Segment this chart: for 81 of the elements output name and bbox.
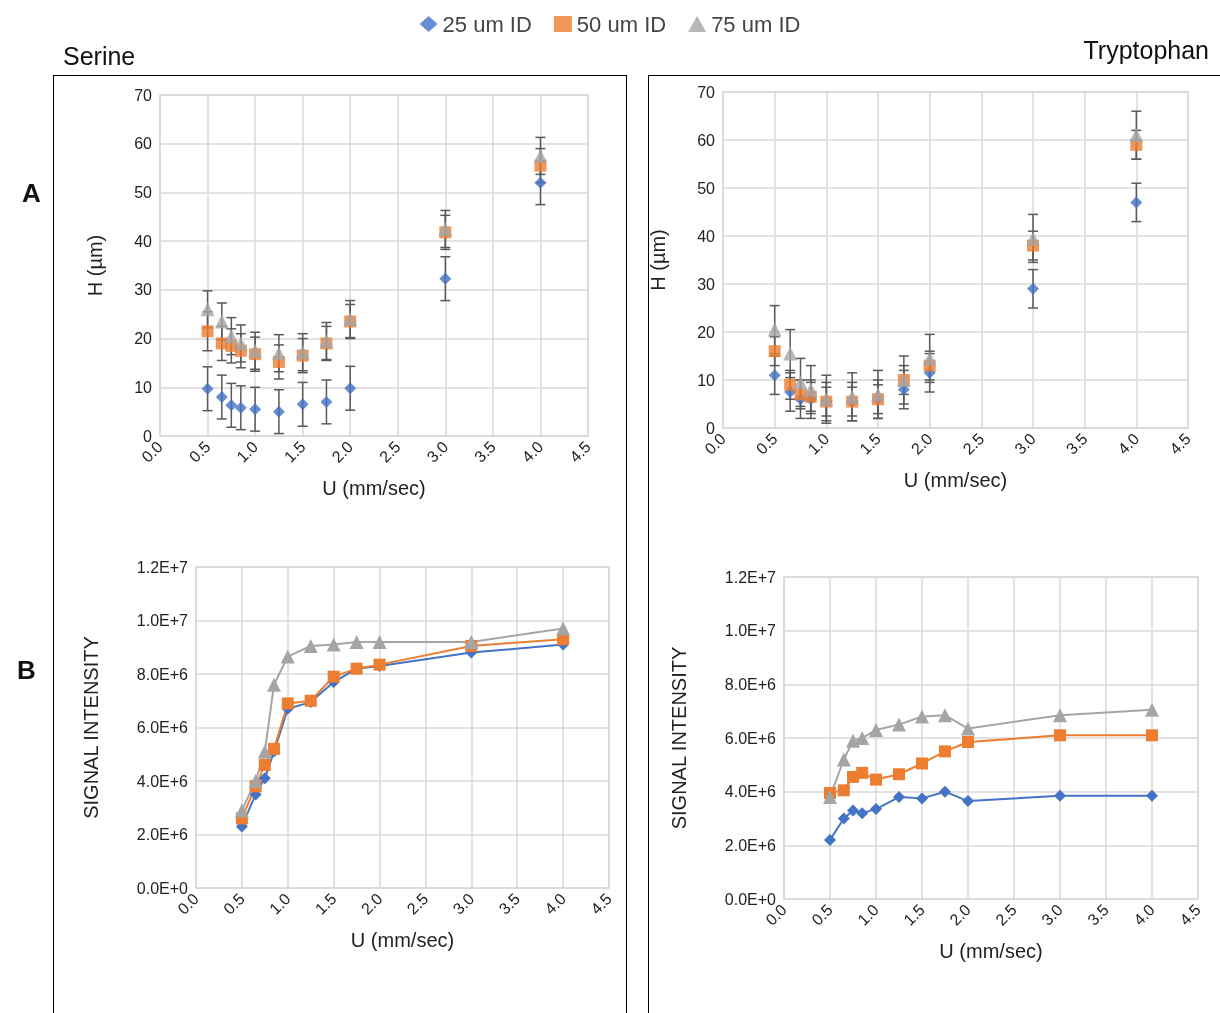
x-tick-label: 3.0 bbox=[1038, 900, 1067, 929]
x-tick-label: 1.5 bbox=[900, 900, 929, 929]
y-tick-label: 6.0E+6 bbox=[724, 729, 777, 747]
x-tick-label: 1.5 bbox=[280, 437, 309, 466]
y-tick-label: 0 bbox=[706, 419, 716, 437]
y-tick-label: 40 bbox=[134, 232, 153, 250]
x-axis-title: U (mm/sec) bbox=[903, 469, 1008, 491]
y-tick-label: 2.0E+6 bbox=[136, 826, 189, 843]
y-axis-title: SIGNAL INTENSITY bbox=[80, 636, 102, 819]
x-tick-label: 1.0 bbox=[266, 889, 294, 918]
x-tick-label: 2.5 bbox=[376, 437, 404, 466]
x-tick-label: 4.0 bbox=[1130, 900, 1159, 929]
x-tick-label: 0.5 bbox=[185, 437, 214, 466]
x-tick-label: 3.5 bbox=[495, 889, 524, 918]
chart-title: Serine bbox=[63, 41, 136, 70]
y-tick-label: 1.0E+7 bbox=[724, 622, 777, 640]
y-tick-label: 4.0E+6 bbox=[724, 783, 777, 801]
y-tick-label: 0.0E+0 bbox=[136, 879, 189, 897]
y-tick-label: 50 bbox=[697, 179, 716, 197]
x-tick-label: 1.0 bbox=[854, 900, 883, 929]
x-axis-title: U (mm/sec) bbox=[939, 940, 1043, 962]
y-tick-label: 0 bbox=[143, 427, 153, 445]
y-tick-label: 40 bbox=[697, 227, 716, 245]
y-tick-label: 1.2E+7 bbox=[136, 558, 189, 576]
x-tick-label: 3.5 bbox=[1084, 900, 1113, 929]
x-tick-label: 2.0 bbox=[357, 889, 386, 918]
x-tick-label: 4.5 bbox=[587, 889, 616, 918]
legend-label: 75 um ID bbox=[711, 11, 801, 37]
x-tick-label: 3.0 bbox=[449, 889, 478, 918]
legend-label: 50 um ID bbox=[576, 11, 667, 37]
x-tick-label: 4.0 bbox=[541, 889, 570, 918]
x-tick-label: 1.0 bbox=[804, 429, 833, 458]
y-axis-title: H (µm) bbox=[647, 229, 669, 291]
y-tick-label: 70 bbox=[134, 86, 153, 104]
x-tick-label: 4.0 bbox=[1114, 429, 1143, 458]
legend-label: 25 um ID bbox=[442, 11, 532, 37]
y-tick-label: 6.0E+6 bbox=[136, 719, 189, 736]
x-tick-label: 1.0 bbox=[233, 437, 262, 466]
text: A bbox=[22, 178, 41, 208]
y-tick-label: 10 bbox=[134, 378, 153, 396]
y-tick-label: 30 bbox=[134, 281, 153, 299]
x-tick-label: 2.5 bbox=[959, 429, 988, 458]
x-tick-label: 2.0 bbox=[907, 429, 936, 458]
x-tick-label: 2.5 bbox=[992, 900, 1021, 929]
x-tick-label: 3.5 bbox=[1062, 429, 1091, 458]
y-tick-label: 50 bbox=[134, 183, 153, 201]
y-tick-label: 10 bbox=[697, 371, 716, 389]
x-tick-label: 0.5 bbox=[808, 900, 837, 929]
x-tick-label: 3.5 bbox=[471, 437, 499, 466]
x-tick-label: 4.0 bbox=[518, 437, 547, 466]
y-tick-label: 1.2E+7 bbox=[724, 568, 777, 586]
x-tick-label: 1.5 bbox=[856, 429, 885, 458]
x-tick-label: 0.5 bbox=[220, 889, 248, 918]
x-axis-title: U (mm/sec) bbox=[322, 477, 426, 499]
y-tick-label: 4.0E+6 bbox=[136, 772, 189, 790]
x-tick-label: 4.5 bbox=[1176, 900, 1205, 929]
y-tick-label: 1.0E+7 bbox=[136, 612, 189, 629]
y-tick-label: 30 bbox=[697, 275, 716, 293]
y-tick-label: 20 bbox=[697, 323, 716, 341]
y-tick-label: 2.0E+6 bbox=[724, 836, 777, 854]
y-axis-title: H (µm) bbox=[84, 234, 106, 297]
x-axis-title: U (mm/sec) bbox=[350, 929, 455, 951]
chart-title: Tryptophan bbox=[1083, 35, 1210, 64]
y-tick-label: 8.0E+6 bbox=[724, 675, 777, 693]
x-tick-label: 4.5 bbox=[566, 437, 595, 466]
x-tick-label: 4.5 bbox=[1166, 429, 1195, 458]
x-tick-label: 1.5 bbox=[311, 889, 340, 918]
y-axis-title: SIGNAL INTENSITY bbox=[668, 646, 690, 830]
x-tick-label: 3.0 bbox=[1011, 429, 1040, 458]
x-tick-label: 0.5 bbox=[752, 429, 781, 458]
x-tick-label: 2.5 bbox=[403, 889, 432, 918]
x-tick-label: 2.0 bbox=[328, 437, 357, 466]
y-tick-label: 8.0E+6 bbox=[136, 665, 189, 683]
y-tick-label: 60 bbox=[134, 135, 153, 153]
y-tick-label: 60 bbox=[697, 131, 716, 149]
y-tick-label: 20 bbox=[134, 330, 153, 348]
text: B bbox=[17, 655, 36, 685]
y-tick-label: 0.0E+0 bbox=[724, 890, 777, 908]
x-tick-label: 2.0 bbox=[946, 900, 975, 929]
y-tick-label: 70 bbox=[697, 83, 716, 101]
x-tick-label: 3.0 bbox=[423, 437, 452, 466]
